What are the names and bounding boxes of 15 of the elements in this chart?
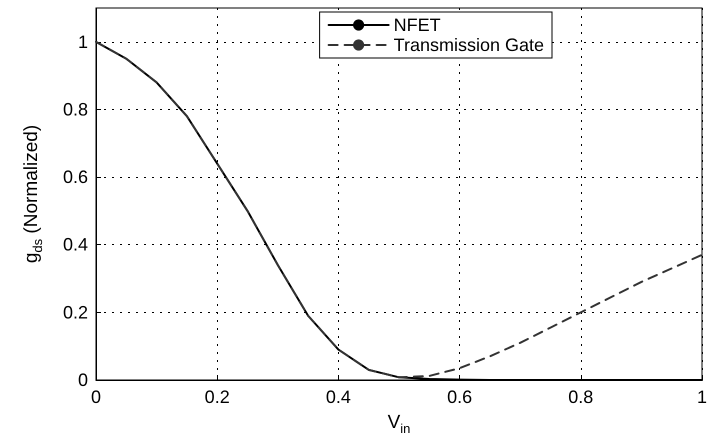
y-tick-label: 0.2 <box>62 302 88 322</box>
x-tick-label: 0.6 <box>447 387 472 407</box>
legend-label: Transmission Gate <box>394 35 544 55</box>
legend-label: NFET <box>394 15 441 35</box>
y-axis-title: gds (Normalized) <box>21 124 45 264</box>
y-tick-label: 1 <box>78 32 88 52</box>
y-tick-label: 0.8 <box>62 99 88 120</box>
y-tick-label: 0 <box>78 370 88 390</box>
x-tick-label: 0.4 <box>326 387 351 407</box>
y-tick-label: 0.4 <box>62 234 88 255</box>
x-tick-label: 1 <box>696 387 708 407</box>
x-tick-label: 0 <box>90 387 102 407</box>
x-tick-label: 0.2 <box>204 387 230 407</box>
x-tick-label: 0.8 <box>568 387 594 407</box>
y-tick-label: 0.6 <box>62 167 88 188</box>
